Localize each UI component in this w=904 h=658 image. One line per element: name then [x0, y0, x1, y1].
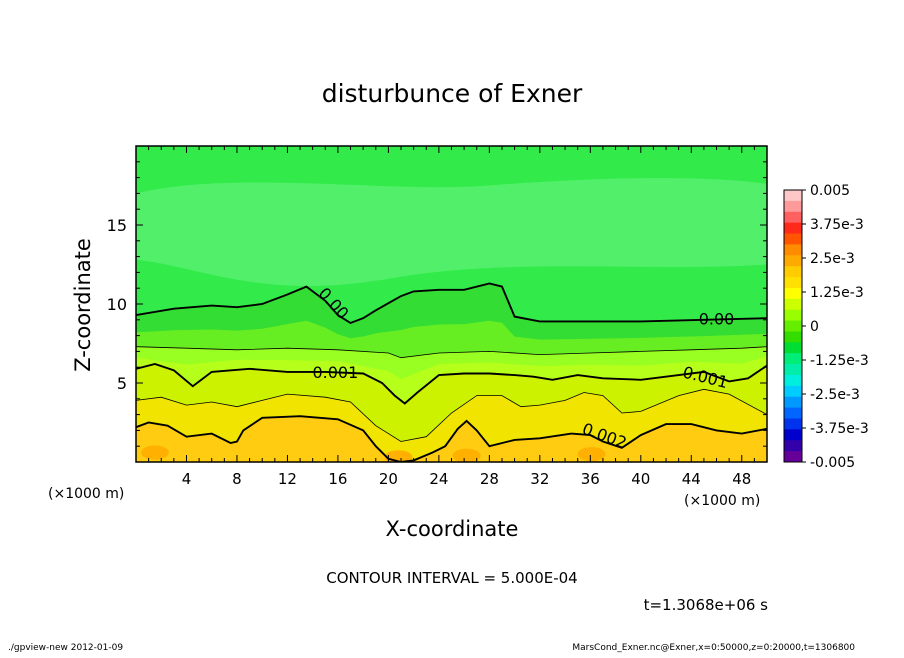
band-warm-patch	[140, 445, 169, 460]
y-axis-label: Z-coordinate	[71, 238, 95, 372]
colorbar-label: -2.5e-3	[810, 387, 860, 403]
colorbar-swatch	[784, 320, 802, 332]
colorbar-label: 0	[810, 319, 819, 335]
colorbar-swatch	[784, 266, 802, 278]
colorbar-swatch	[784, 287, 802, 300]
colorbar-swatch	[784, 277, 802, 289]
x-tick-label: 36	[581, 470, 600, 488]
x-tick-label: 20	[379, 470, 398, 488]
colorbar-label: 0.005	[810, 183, 850, 199]
x-tick-label: 16	[328, 470, 347, 488]
colorbar-swatch	[784, 298, 802, 311]
band-warm-patch	[452, 448, 481, 462]
colorbar-swatch	[784, 190, 802, 202]
colorbar-swatch	[784, 385, 802, 398]
footer-right: MarsCond_Exner.nc@Exner,x=0:50000,z=0:20…	[572, 643, 855, 653]
colorbar-swatch	[784, 255, 802, 267]
x-axis-label: X-coordinate	[386, 517, 519, 541]
y-tick-label: 5	[117, 374, 127, 393]
colorbar-swatch	[784, 396, 802, 409]
contour-line	[136, 388, 767, 442]
band-warm-patch	[577, 447, 606, 462]
colorbar-swatch	[784, 440, 802, 452]
colorbar-label: -0.005	[810, 455, 855, 471]
plot-area	[136, 146, 767, 462]
chart-title: disturbunce of Exner	[322, 79, 583, 108]
colorbar-label: -1.25e-3	[810, 353, 869, 369]
contour-lines	[136, 282, 767, 462]
colorbar-swatch	[784, 211, 802, 224]
colorbar-swatch	[784, 451, 802, 463]
colorbar	[783, 189, 803, 463]
contour-interval-text: CONTOUR INTERVAL = 5.000E-04	[326, 569, 577, 587]
colorbar-swatch	[784, 342, 802, 354]
contour-line	[136, 363, 767, 405]
footer-left: ./gpview-new 2012-01-09	[8, 643, 123, 653]
colorbar-swatch	[784, 407, 802, 419]
x-tick-label: 48	[732, 470, 751, 488]
contour-line	[136, 346, 767, 359]
colorbar-swatch	[784, 222, 802, 235]
x-tick-label: 40	[631, 470, 650, 488]
colorbar-label: 2.5e-3	[810, 251, 855, 267]
colorbar-swatch	[784, 200, 802, 213]
colorbar-label: -3.75e-3	[810, 421, 869, 437]
x-tick-label: 28	[480, 470, 499, 488]
colorbar-swatch	[784, 364, 802, 376]
colorbar-swatch	[784, 353, 802, 365]
contour-line	[136, 415, 767, 462]
colorbar-label: 1.25e-3	[810, 285, 864, 301]
y-tick-label: 10	[107, 295, 127, 314]
x-tick-label: 44	[682, 470, 701, 488]
contour-label: 0.00	[699, 309, 735, 328]
x-tick-label: 4	[182, 470, 192, 488]
colorbar-swatch	[784, 244, 802, 256]
x-tick-label: 32	[530, 470, 549, 488]
x-tick-label: 8	[232, 470, 242, 488]
colorbar-labels: 0.005 3.75e-3 2.5e-3 1.25e-3 0 -1.25e-3 -2.5e-…	[802, 183, 869, 471]
time-text: t=1.3068e+06 s	[644, 596, 769, 614]
x-axis-ticks: 4 8 12 16 20 24 28 32 36 40 44 48	[148, 146, 755, 488]
x-tick-label: 24	[429, 470, 448, 488]
colorbar-swatch	[784, 233, 802, 245]
x-unit-left: (×1000 m)	[48, 486, 124, 502]
contour-label: 0.001	[312, 363, 358, 382]
colorbar-swatch	[784, 309, 802, 322]
colorbar-label: 3.75e-3	[810, 217, 864, 233]
filled-contour-bands	[136, 178, 767, 462]
colorbar-swatch	[784, 429, 802, 441]
x-unit-right: (×1000 m)	[684, 493, 760, 509]
colorbar-swatch	[784, 374, 802, 387]
y-axis-ticks: 5 10 15	[107, 161, 767, 447]
y-tick-label: 15	[107, 216, 127, 235]
colorbar-swatch	[784, 418, 802, 430]
band-upper-light	[136, 178, 767, 286]
x-tick-label: 12	[278, 470, 297, 488]
colorbar-swatch	[784, 331, 802, 343]
contour-line	[136, 282, 767, 325]
